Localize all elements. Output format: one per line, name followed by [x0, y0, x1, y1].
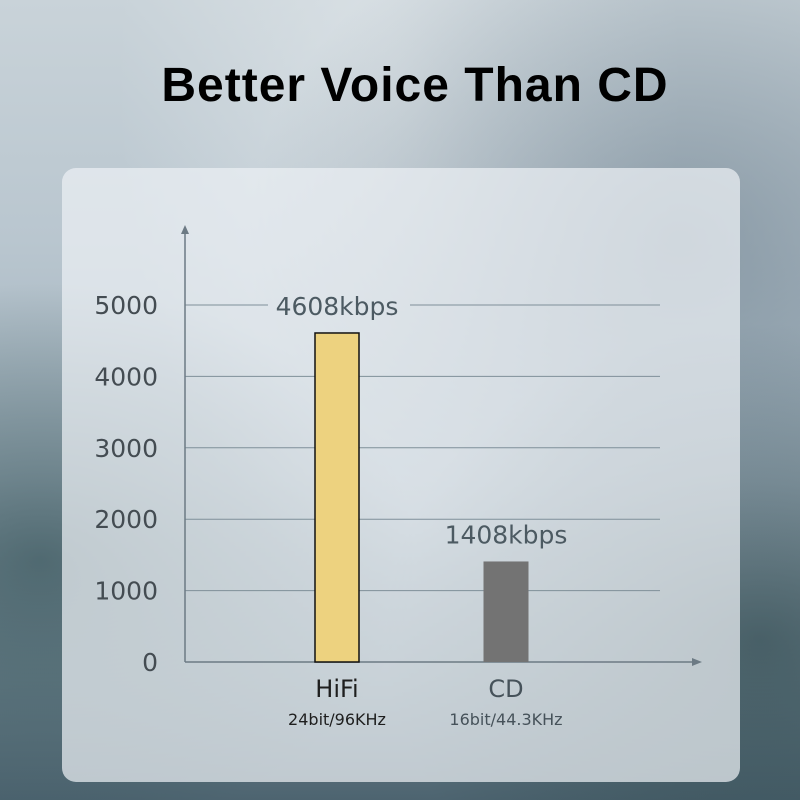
data-label: 1408kbps [445, 520, 568, 549]
bar-hifi [314, 332, 360, 663]
y-axis-arrow-icon [181, 225, 189, 234]
y-tick-label: 4000 [94, 362, 158, 391]
data-label: 4608kbps [276, 292, 399, 321]
y-tick-label: 2000 [94, 505, 158, 534]
y-tick-label: 3000 [94, 434, 158, 463]
bar-cd [483, 561, 529, 662]
y-tick-label: 0 [142, 648, 158, 677]
chart-panel [62, 168, 740, 782]
x-sub-label: 24bit/96KHz [288, 710, 386, 729]
x-tick-label: CD [488, 675, 523, 703]
y-tick-label: 5000 [94, 291, 158, 320]
x-sub-label: 16bit/44.3KHz [449, 710, 562, 729]
x-axis-arrow-icon [692, 658, 702, 666]
x-tick-label: HiFi [315, 675, 358, 703]
y-tick-label: 1000 [94, 577, 158, 606]
page-title: Better Voice Than CD [161, 59, 669, 112]
